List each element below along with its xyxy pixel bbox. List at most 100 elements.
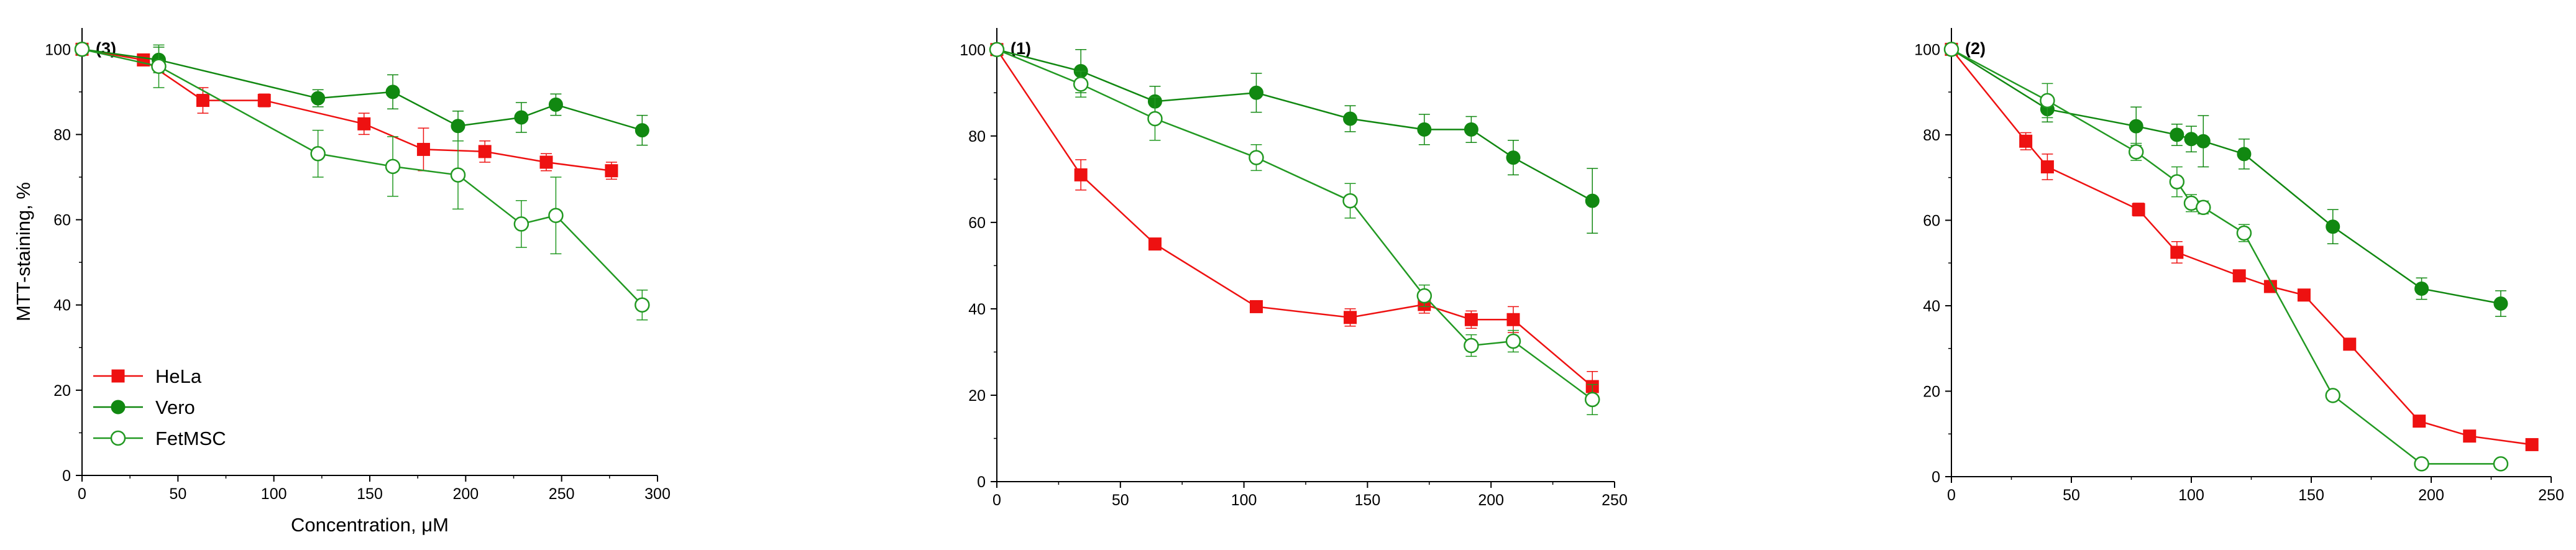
data-point	[2232, 269, 2246, 283]
y-tick-label: 60	[53, 212, 71, 229]
data-point	[539, 155, 553, 169]
data-point	[2019, 134, 2033, 148]
data-point	[2128, 144, 2144, 160]
data-point	[2525, 438, 2539, 451]
x-tick-label: 300	[644, 485, 671, 503]
data-point	[1506, 150, 1521, 165]
data-point	[1344, 311, 1357, 324]
data-point	[2297, 288, 2311, 302]
panel-3: 0 50 100 150 200 250 300020406080100Concentrat…	[12, 28, 671, 536]
data-point	[311, 91, 326, 106]
data-point	[2040, 93, 2055, 109]
x-tick-label: 0	[992, 492, 1001, 509]
x-tick-label: 250	[1602, 492, 1628, 509]
legend-marker	[110, 430, 126, 446]
data-point	[1584, 392, 1600, 408]
data-point	[635, 123, 649, 138]
series-fetmsc	[74, 42, 650, 321]
data-point	[2463, 429, 2477, 443]
series-line	[1951, 48, 2532, 446]
data-point	[2493, 296, 2508, 311]
data-point	[548, 97, 563, 112]
data-point	[2129, 119, 2143, 134]
y-axis-title: MTT-staining, %	[12, 182, 34, 321]
series-vero	[1944, 42, 2508, 317]
data-point	[1943, 42, 1960, 57]
data-point	[1147, 111, 1163, 127]
series-line	[1951, 48, 2501, 305]
x-axis-title: Concentration, μM	[291, 514, 449, 536]
data-point	[74, 42, 90, 57]
data-point	[2040, 160, 2054, 173]
data-point	[151, 58, 167, 74]
x-tick-label: 250	[549, 485, 575, 503]
data-point	[2132, 203, 2145, 216]
panel-2: 0 50 100 150 200 250 0 20 40 60 80 100 (2)	[1914, 28, 2564, 504]
data-point	[2414, 456, 2429, 472]
data-point	[2343, 337, 2357, 351]
data-point	[1585, 193, 1600, 208]
legend-label: HeLa	[155, 365, 202, 387]
x-tick-label: 150	[1355, 492, 1381, 509]
y-tick-label: 40	[53, 297, 71, 314]
data-point	[1073, 76, 1089, 92]
y-tick-label: 40	[968, 301, 986, 318]
legend-marker	[111, 400, 126, 415]
legend-label: Vero	[155, 396, 195, 418]
data-point	[451, 119, 465, 134]
y-tick-label: 40	[1923, 298, 1940, 315]
x-tick-label: 250	[2538, 487, 2564, 504]
data-point	[2170, 245, 2184, 259]
x-tick-label: 200	[1478, 492, 1504, 509]
x-tick-label: 100	[261, 485, 287, 503]
legend: HeLa Vero FetMSC	[93, 365, 226, 449]
series-line	[996, 48, 1593, 400]
y-tick-label: 0	[62, 467, 71, 485]
data-point	[196, 94, 209, 108]
y-tick-label: 60	[1923, 212, 1940, 229]
y-tick-label: 20	[1923, 383, 1940, 400]
y-tick-label: 20	[53, 382, 71, 400]
series-vero	[75, 42, 649, 146]
x-tick-label: 150	[2298, 487, 2324, 504]
y-tick-label: 0	[977, 474, 986, 491]
data-point	[1343, 111, 1358, 126]
y-tick-label: 100	[1914, 41, 1940, 58]
data-point	[1074, 168, 1088, 181]
data-point	[548, 208, 564, 223]
data-point	[478, 145, 492, 158]
legend-marker	[111, 369, 125, 383]
data-point	[416, 142, 430, 156]
data-point	[2196, 199, 2211, 216]
y-tick-label: 80	[968, 128, 986, 145]
data-point	[2170, 127, 2184, 142]
series-hela	[1945, 42, 2539, 451]
data-point	[385, 85, 400, 99]
data-point	[357, 117, 371, 131]
data-point	[1249, 150, 1264, 165]
data-point	[635, 297, 650, 313]
data-point	[1249, 85, 1263, 100]
data-point	[2196, 134, 2211, 149]
x-tick-label: 200	[2418, 487, 2444, 504]
x-tick-label: 50	[169, 485, 186, 503]
x-tick-label: 100	[2178, 487, 2204, 504]
data-point	[310, 146, 326, 162]
data-point	[1506, 313, 1520, 326]
data-point	[1342, 193, 1358, 209]
series-line	[1951, 48, 2501, 465]
x-tick-label: 200	[452, 485, 479, 503]
data-point	[2325, 388, 2340, 403]
panel-label: (2)	[1965, 39, 1986, 58]
data-point	[1249, 300, 1263, 313]
series-fetmsc	[989, 42, 1600, 415]
data-point	[1417, 122, 1432, 137]
x-tick-label: 0	[78, 485, 86, 503]
data-point	[2414, 281, 2429, 296]
data-point	[2236, 225, 2252, 241]
y-tick-label: 80	[53, 126, 71, 144]
data-point	[2169, 174, 2185, 190]
data-point	[1416, 288, 1432, 304]
